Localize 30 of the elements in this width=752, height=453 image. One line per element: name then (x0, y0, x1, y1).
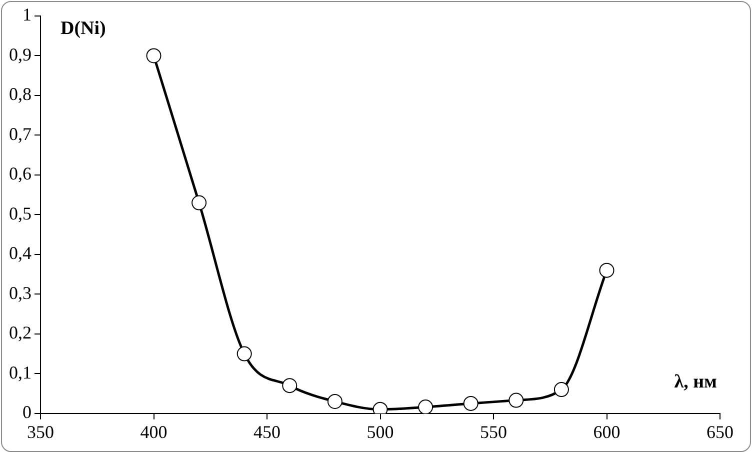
x-tick-label: 450 (254, 422, 280, 442)
point (192, 195, 207, 210)
point (236, 346, 252, 362)
point (463, 396, 478, 411)
y-tick-label: 0,8 (9, 84, 32, 104)
x-axis-title: λ, нм (674, 371, 718, 392)
y-tick-label: 0,3 (9, 282, 32, 303)
y-tick-label: 0,7 (9, 124, 32, 144)
y-tick-label: 0,2 (9, 322, 32, 343)
x-tick-label: 400 (140, 422, 168, 442)
point (327, 394, 342, 409)
point (146, 48, 162, 64)
point (508, 392, 524, 408)
y-tick-label: 0,5 (9, 203, 32, 224)
y-tick-label: 1 (22, 4, 32, 25)
y-tick-label: 0,1 (9, 362, 32, 382)
x-tick-label: 500 (366, 422, 394, 442)
point (418, 400, 434, 414)
point (599, 262, 614, 278)
y-tick-label: 0,4 (9, 243, 32, 264)
x-tick-label: 600 (593, 422, 620, 442)
x-tick-label: 350 (27, 422, 54, 442)
point (282, 378, 298, 394)
y-axis-title: D(Ni) (60, 18, 106, 39)
y-tick-label: 0,6 (9, 164, 32, 184)
x-tick-label: 550 (480, 422, 507, 442)
y-tick-label: 0,9 (9, 44, 32, 64)
x-tick-label: 650 (706, 422, 734, 442)
point (554, 382, 569, 398)
y-tick-label: 0 (22, 402, 32, 422)
